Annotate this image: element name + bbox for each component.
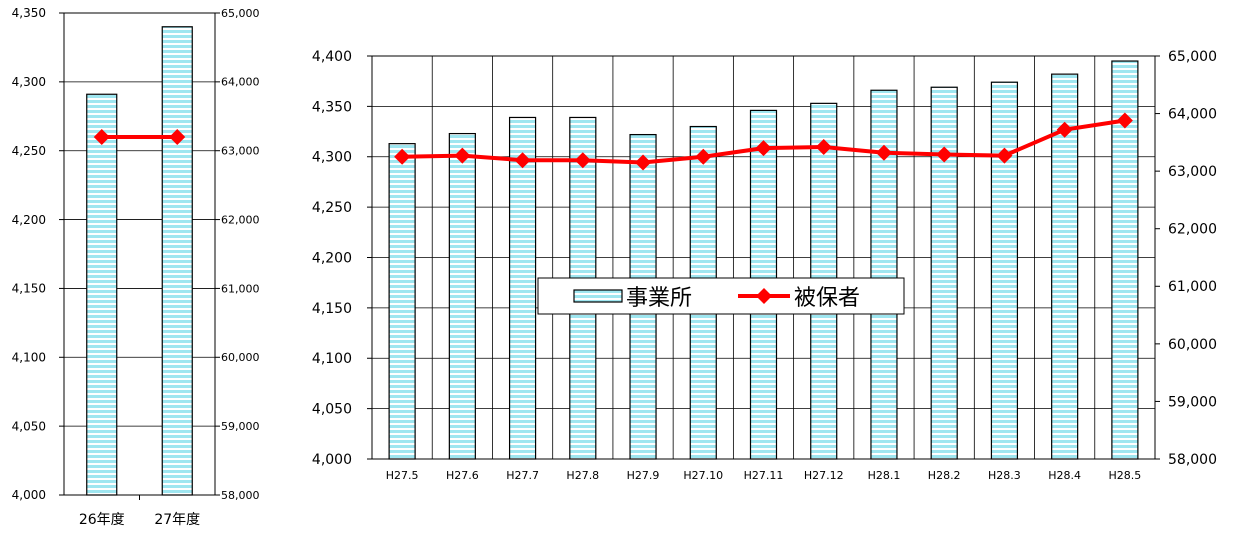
right-tick-label: 61,000 xyxy=(1168,279,1217,295)
right-tick-label: 62,000 xyxy=(221,213,260,226)
right-tick-label: 63,000 xyxy=(1168,164,1217,180)
category-label: H28.4 xyxy=(1048,469,1081,482)
legend-label-line: 被保者 xyxy=(794,286,860,311)
line-point-H28.3 xyxy=(996,147,1013,164)
line-point-27年度 xyxy=(169,128,186,145)
right-tick-label: 60,000 xyxy=(1168,337,1217,353)
category-label: H28.3 xyxy=(988,469,1021,482)
category-label: H27.6 xyxy=(446,469,479,482)
line-point-H28.1 xyxy=(875,144,892,161)
line-point-H28.5 xyxy=(1116,112,1133,129)
line-point-H27.9 xyxy=(635,154,652,171)
category-label: H27.5 xyxy=(386,469,419,482)
right-tick-label: 65,000 xyxy=(1168,49,1217,65)
monthly-chart: 4,000 4,050 4,100 4,150 4,200 4,250 4,300 4,350… xyxy=(312,49,1217,482)
line-point-H28.2 xyxy=(936,146,953,163)
left-tick-label: 4,150 xyxy=(12,282,46,296)
line-point-H28.4 xyxy=(1056,121,1073,138)
line-point-H27.6 xyxy=(454,147,471,164)
category-label: H28.1 xyxy=(868,469,901,482)
left-tick-label: 4,050 xyxy=(12,419,46,433)
line-point-H27.10 xyxy=(695,148,712,165)
right-tick-label: 64,000 xyxy=(221,76,260,89)
right-tick-label: 62,000 xyxy=(1168,222,1217,238)
line-point-H27.8 xyxy=(574,152,591,169)
left-tick-label: 4,000 xyxy=(312,452,352,468)
line-point-H27.12 xyxy=(815,138,832,155)
category-label: H27.10 xyxy=(683,469,723,482)
right-tick-label: 63,000 xyxy=(221,145,260,158)
legend-bar-swatch xyxy=(573,289,623,303)
right-tick-label: 58,000 xyxy=(221,489,260,502)
line-point-H27.7 xyxy=(514,152,531,169)
plot-frame xyxy=(63,12,216,496)
left-tick-label: 4,350 xyxy=(312,99,352,115)
legend: 事業所 被保者 xyxy=(537,277,905,315)
category-label: H27.7 xyxy=(506,469,539,482)
right-tick-label: 60,000 xyxy=(221,351,260,364)
line-point-H27.11 xyxy=(755,140,772,157)
category-label: H27.12 xyxy=(804,469,844,482)
line-point-26年度 xyxy=(93,128,110,145)
category-label: H28.5 xyxy=(1109,469,1142,482)
bar-H28.2 xyxy=(930,86,958,460)
left-tick-label: 4,300 xyxy=(312,150,352,166)
right-tick-label: 58,000 xyxy=(1168,452,1217,468)
left-tick-label: 4,050 xyxy=(312,402,352,418)
legend-line-marker xyxy=(756,288,772,304)
category-label: H27.11 xyxy=(744,469,784,482)
right-tick-label: 64,000 xyxy=(1168,106,1217,122)
right-tick-label: 59,000 xyxy=(1168,394,1217,410)
category-label: H27.9 xyxy=(627,469,660,482)
right-tick-label: 59,000 xyxy=(221,420,260,433)
bar-H27.5 xyxy=(388,143,416,460)
left-tick-label: 4,250 xyxy=(12,144,46,158)
right-tick-label: 61,000 xyxy=(221,282,260,295)
bar-26年度 xyxy=(86,93,118,496)
left-tick-label: 4,200 xyxy=(12,213,46,227)
left-tick-label: 4,100 xyxy=(312,351,352,367)
bar-H28.4 xyxy=(1051,73,1079,460)
left-tick-label: 4,200 xyxy=(312,250,352,266)
left-tick-label: 4,250 xyxy=(312,200,352,216)
category-label: 27年度 xyxy=(154,512,200,528)
left-tick-label: 4,150 xyxy=(312,301,352,317)
category-label: H28.2 xyxy=(928,469,961,482)
left-tick-label: 4,400 xyxy=(312,49,352,65)
line-point-H27.5 xyxy=(394,148,411,165)
legend-label-bar: 事業所 xyxy=(626,286,692,311)
left-tick-label: 4,350 xyxy=(12,6,46,20)
bar-H27.6 xyxy=(448,132,476,460)
left-tick-label: 4,100 xyxy=(12,350,46,364)
bar-H28.3 xyxy=(990,81,1019,460)
annual-chart: 4,000 4,050 4,100 4,150 4,200 4,250 4,300 4,350… xyxy=(12,6,260,528)
category-label: 26年度 xyxy=(79,512,125,528)
bar-27年度 xyxy=(161,26,193,496)
category-label: H27.8 xyxy=(566,469,599,482)
left-tick-label: 4,300 xyxy=(12,75,46,89)
left-tick-label: 4,000 xyxy=(12,488,46,502)
bar-H27.7 xyxy=(508,116,537,460)
right-tick-label: 65,000 xyxy=(221,7,260,20)
